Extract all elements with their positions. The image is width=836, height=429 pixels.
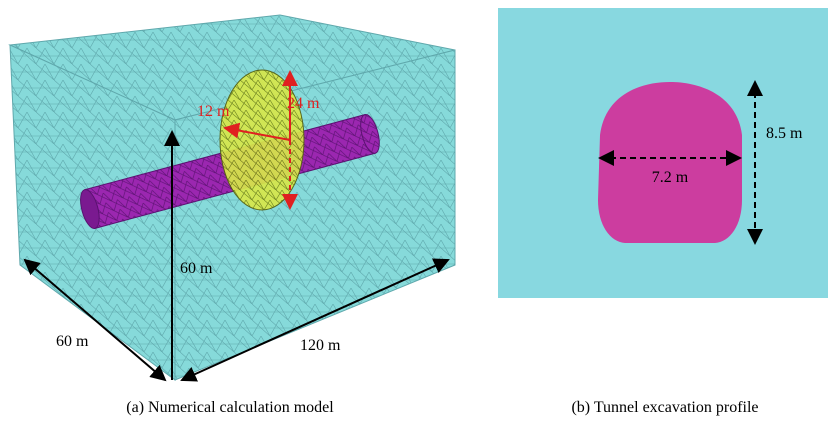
label: 120 m (300, 337, 341, 354)
label: 7.2 m (652, 169, 689, 186)
figure: 12 m 24 m 60 m 60 m 120 m (a) Numerical … (0, 0, 836, 424)
label: 60 m (180, 260, 213, 277)
caption: (a) Numerical calculation model (126, 399, 334, 416)
caption: (b) Tunnel excavation profile (571, 399, 758, 416)
profile-panel: 7.2 m 8.5 m (b) Tunnel excavation profil… (498, 8, 828, 416)
label: 12 m (197, 103, 230, 120)
model-panel: 12 m 24 m 60 m 60 m 120 m (a) Numerical … (10, 15, 455, 416)
ellipsoid (220, 70, 304, 210)
tunnel-profile (598, 82, 742, 243)
label: 24 m (287, 95, 320, 112)
label: 60 m (56, 333, 89, 350)
label: 8.5 m (766, 125, 803, 142)
